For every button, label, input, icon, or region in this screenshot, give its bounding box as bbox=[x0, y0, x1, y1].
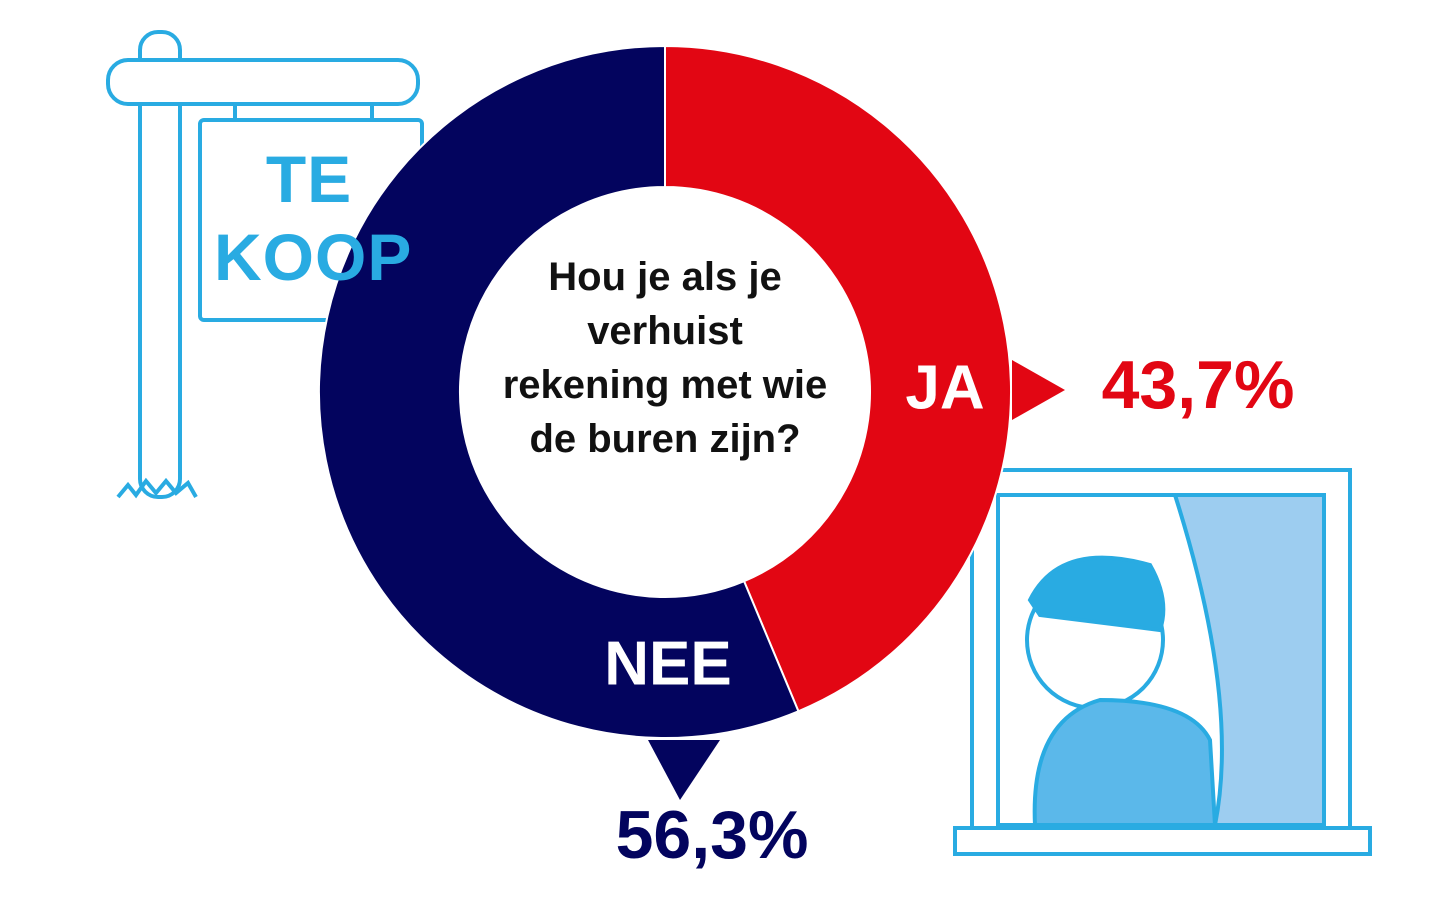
chart-title: Hou je als je verhuist rekening met wie … bbox=[502, 255, 828, 461]
pointer bbox=[1012, 360, 1065, 420]
category-label: JA bbox=[905, 353, 984, 422]
pointer bbox=[648, 740, 720, 800]
category-label: NEE bbox=[604, 629, 731, 698]
window-illustration bbox=[953, 468, 1372, 856]
value-label: 56,3% bbox=[616, 797, 809, 873]
value-label: 43,7% bbox=[1102, 347, 1295, 423]
donut-slice bbox=[318, 44, 800, 739]
donut-slice bbox=[664, 44, 1012, 713]
sign-text: TE KOOP bbox=[214, 142, 413, 294]
